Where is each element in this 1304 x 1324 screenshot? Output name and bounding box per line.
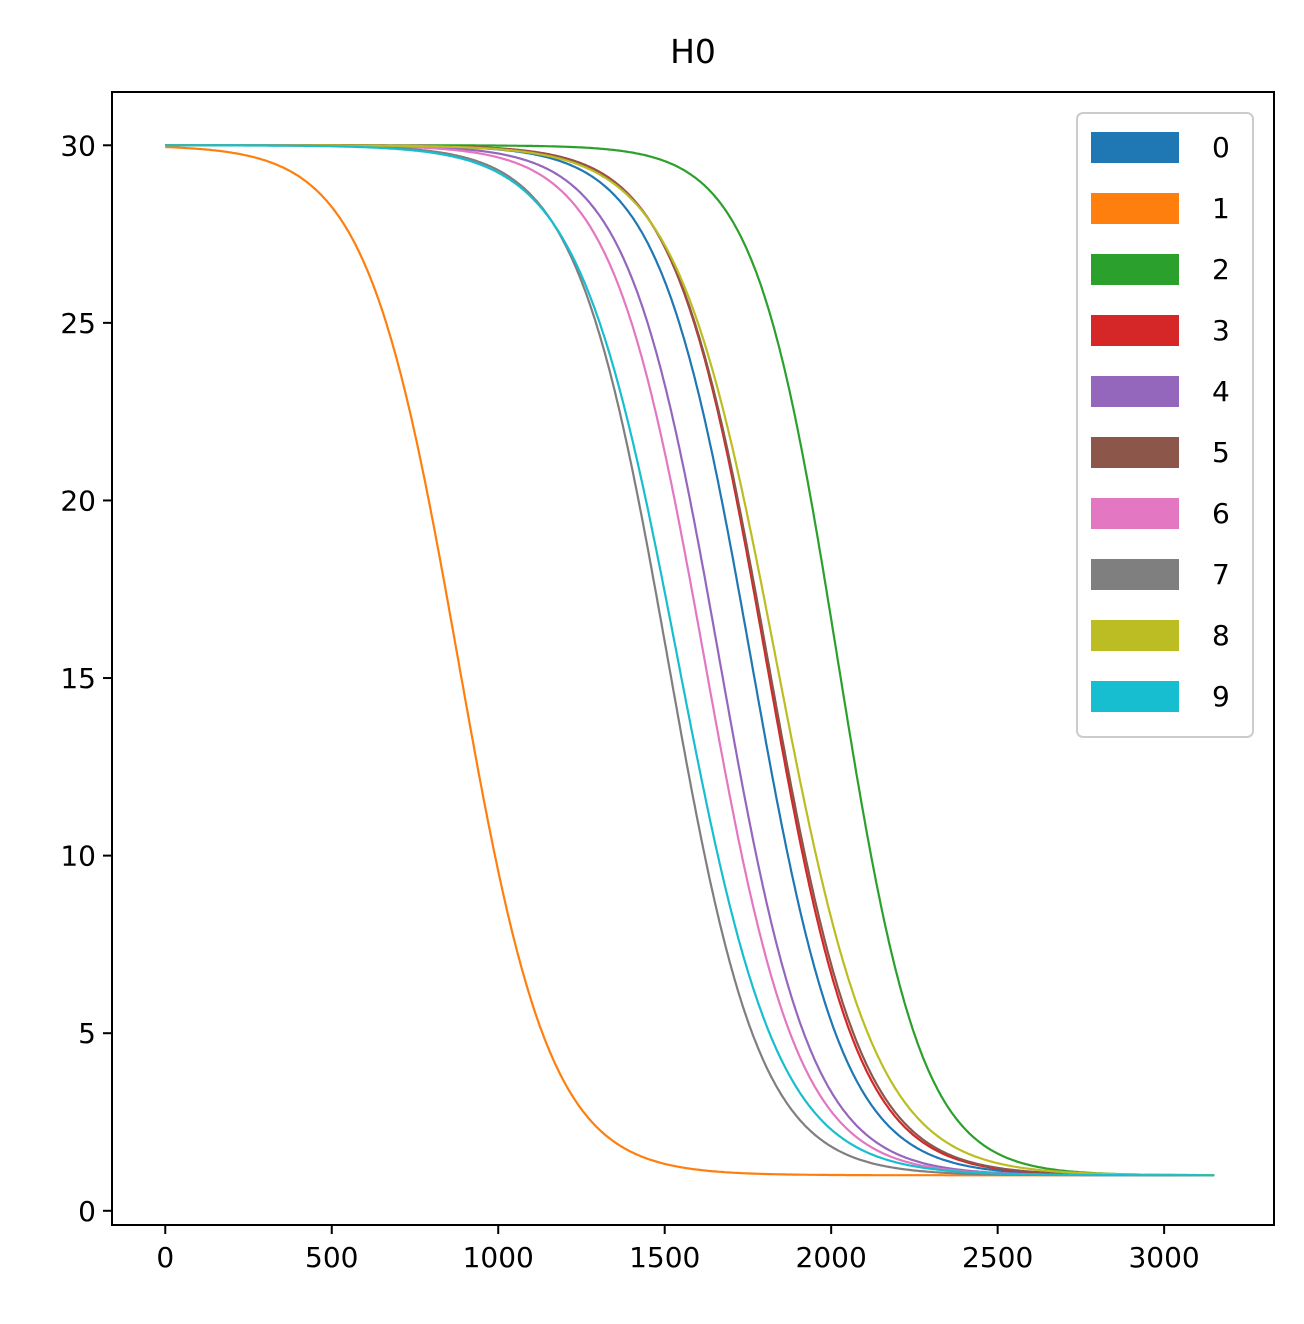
y-tick-label: 20 [60, 484, 96, 517]
legend-swatch-3 [1091, 315, 1179, 346]
x-tick-label: 1500 [629, 1241, 700, 1274]
x-tick-label: 2500 [962, 1241, 1033, 1274]
y-axis: 0 5 10 15 20 25 30 [60, 129, 112, 1228]
y-tick-label: 30 [60, 129, 96, 162]
legend-label-2: 2 [1212, 253, 1230, 286]
legend-label-0: 0 [1212, 131, 1230, 164]
legend-label-9: 9 [1212, 680, 1230, 713]
legend: 0 1 2 3 4 5 6 7 8 9 [1076, 112, 1254, 738]
x-tick-label: 0 [156, 1241, 174, 1274]
plot-frame [111, 91, 1275, 1226]
legend-label-8: 8 [1212, 619, 1230, 652]
x-tick-label: 2000 [796, 1241, 867, 1274]
legend-swatch-0 [1091, 132, 1179, 163]
legend-swatch-1 [1091, 193, 1179, 224]
legend-label-6: 6 [1212, 497, 1230, 530]
y-tick-label: 5 [78, 1017, 96, 1050]
series-lines [165, 144, 1215, 1177]
legend-label-7: 7 [1212, 558, 1230, 591]
legend-label-1: 1 [1212, 192, 1230, 225]
legend-label-3: 3 [1212, 314, 1230, 347]
y-tick-label: 15 [60, 662, 96, 695]
legend-label-5: 5 [1212, 436, 1230, 469]
x-tick-label: 3000 [1128, 1241, 1199, 1274]
series-line-9 [165, 144, 1215, 1177]
legend-swatch-4 [1091, 376, 1179, 407]
x-tick-label: 1000 [463, 1241, 534, 1274]
series-line-8 [165, 144, 1215, 1177]
legend-swatch-8 [1091, 620, 1179, 651]
legend-swatch-2 [1091, 254, 1179, 285]
y-tick-label: 10 [60, 840, 96, 873]
chart-title: H0 [670, 32, 716, 71]
y-tick-label: 25 [60, 307, 96, 340]
x-axis: 0 500 1000 1500 2000 2500 3000 [156, 1225, 1200, 1274]
legend-swatch-5 [1091, 437, 1179, 468]
legend-swatch-9 [1091, 681, 1179, 712]
plot-area [111, 91, 1275, 1226]
legend-swatch-6 [1091, 498, 1179, 529]
y-tick-label: 0 [78, 1195, 96, 1228]
x-tick-label: 500 [305, 1241, 358, 1274]
legend-label-4: 4 [1212, 375, 1230, 408]
legend-swatch-7 [1091, 559, 1179, 590]
